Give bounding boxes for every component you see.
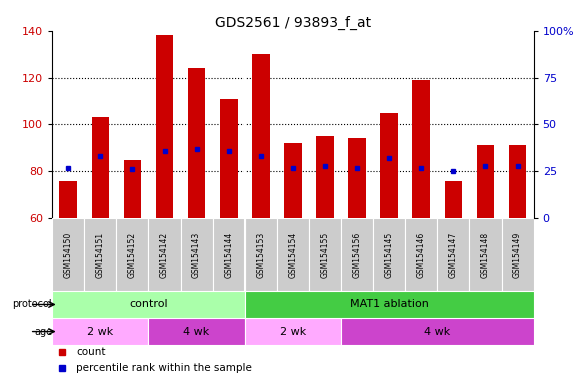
Text: GSM154142: GSM154142 <box>160 232 169 278</box>
Bar <box>380 113 398 218</box>
Text: GSM154150: GSM154150 <box>64 232 72 278</box>
Text: protocol: protocol <box>13 300 52 310</box>
Text: GSM154144: GSM154144 <box>224 232 233 278</box>
FancyBboxPatch shape <box>469 218 502 291</box>
Bar <box>188 68 205 218</box>
Text: control: control <box>129 300 168 310</box>
Bar <box>124 159 142 218</box>
Text: GSM154154: GSM154154 <box>288 232 298 278</box>
Text: GSM154147: GSM154147 <box>449 232 458 278</box>
Text: GSM154143: GSM154143 <box>192 232 201 278</box>
Bar <box>155 35 173 218</box>
Title: GDS2561 / 93893_f_at: GDS2561 / 93893_f_at <box>215 16 371 30</box>
Text: GSM154156: GSM154156 <box>353 232 361 278</box>
FancyBboxPatch shape <box>52 218 84 291</box>
FancyBboxPatch shape <box>52 291 245 318</box>
Text: GSM154148: GSM154148 <box>481 232 490 278</box>
FancyBboxPatch shape <box>84 218 117 291</box>
FancyBboxPatch shape <box>148 218 180 291</box>
FancyBboxPatch shape <box>341 218 373 291</box>
Text: GSM154146: GSM154146 <box>417 232 426 278</box>
Bar <box>59 180 77 218</box>
Text: age: age <box>34 326 52 336</box>
FancyBboxPatch shape <box>148 318 245 345</box>
FancyBboxPatch shape <box>309 218 341 291</box>
Text: GSM154155: GSM154155 <box>321 232 329 278</box>
Bar <box>284 143 302 218</box>
FancyBboxPatch shape <box>277 218 309 291</box>
FancyBboxPatch shape <box>52 318 148 345</box>
Text: 2 wk: 2 wk <box>280 326 306 336</box>
FancyBboxPatch shape <box>213 218 245 291</box>
Bar <box>348 139 366 218</box>
Text: percentile rank within the sample: percentile rank within the sample <box>76 362 252 372</box>
FancyBboxPatch shape <box>502 218 534 291</box>
FancyBboxPatch shape <box>341 318 534 345</box>
Bar <box>92 118 109 218</box>
Text: GSM154145: GSM154145 <box>385 232 394 278</box>
FancyBboxPatch shape <box>117 218 148 291</box>
Bar <box>444 180 462 218</box>
FancyBboxPatch shape <box>405 218 437 291</box>
FancyBboxPatch shape <box>245 291 534 318</box>
Bar <box>220 99 238 218</box>
Text: GSM154153: GSM154153 <box>256 232 265 278</box>
Text: 4 wk: 4 wk <box>424 326 451 336</box>
Text: 2 wk: 2 wk <box>87 326 114 336</box>
FancyBboxPatch shape <box>373 218 405 291</box>
FancyBboxPatch shape <box>245 318 341 345</box>
Bar <box>412 80 430 218</box>
Bar <box>316 136 334 218</box>
Text: GSM154151: GSM154151 <box>96 232 105 278</box>
Text: 4 wk: 4 wk <box>183 326 210 336</box>
Text: MAT1 ablation: MAT1 ablation <box>350 300 429 310</box>
Bar <box>477 146 494 218</box>
Bar <box>509 146 527 218</box>
FancyBboxPatch shape <box>437 218 469 291</box>
Bar <box>252 54 270 218</box>
FancyBboxPatch shape <box>245 218 277 291</box>
FancyBboxPatch shape <box>180 218 213 291</box>
Text: count: count <box>76 347 106 357</box>
Text: GSM154152: GSM154152 <box>128 232 137 278</box>
Text: GSM154149: GSM154149 <box>513 232 522 278</box>
